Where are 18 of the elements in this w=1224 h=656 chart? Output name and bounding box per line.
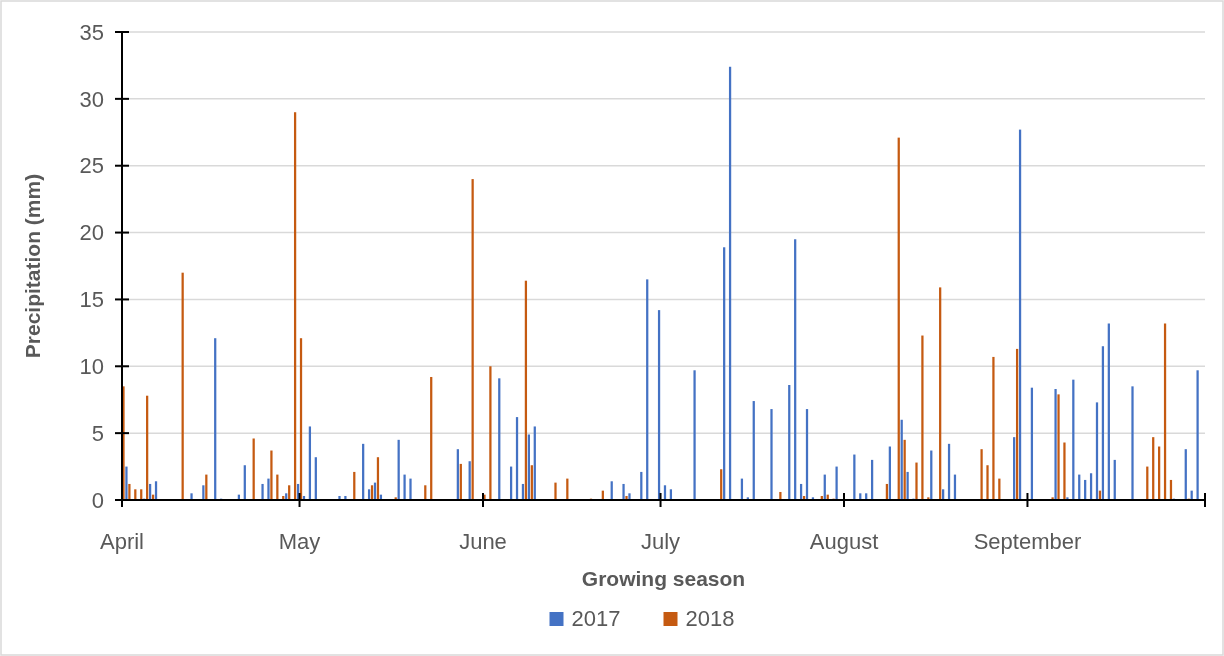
x-axis-title: Growing season xyxy=(581,567,746,590)
legend-label: 2017 xyxy=(571,606,621,631)
y-tick-label: 25 xyxy=(79,153,104,179)
x-tick-label: August xyxy=(809,529,879,554)
x-tick-label: April xyxy=(99,529,145,554)
y-tick-label: 10 xyxy=(79,353,104,379)
x-tick-label: May xyxy=(278,529,321,554)
x-tick-label: June xyxy=(459,529,507,554)
y-tick-label: 35 xyxy=(79,19,104,45)
y-tick-label: 20 xyxy=(79,220,104,246)
y-tick-label: 0 xyxy=(91,487,104,513)
y-tick-label: 15 xyxy=(79,287,104,313)
x-tick-label: September xyxy=(973,529,1082,554)
y-axis-title: Precipitation (mm) xyxy=(21,173,44,359)
y-tick-label: 5 xyxy=(91,420,104,446)
legend-label: 2018 xyxy=(685,606,735,631)
y-tick-label: 30 xyxy=(79,86,104,112)
x-tick-label: July xyxy=(640,529,681,554)
